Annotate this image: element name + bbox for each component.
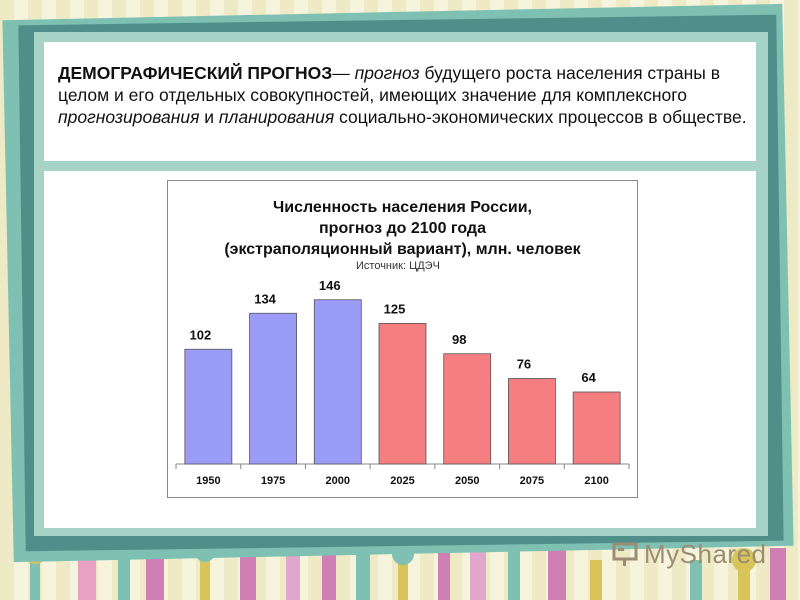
chart-source: Источник: ЦДЭЧ xyxy=(356,260,440,272)
definition-italic-3: планирования xyxy=(218,107,335,127)
bar-2025 xyxy=(378,322,427,465)
bar-1950 xyxy=(184,348,233,465)
chart-title-line-1: Численность населения России, xyxy=(273,199,532,216)
definition-dash: — xyxy=(332,63,350,83)
divider-band xyxy=(44,161,756,171)
definition-part-6: социально-экономических процессов в обще… xyxy=(334,107,747,127)
bar-2100 xyxy=(572,391,621,465)
population-chart: Численность населения России, прогноз до… xyxy=(167,180,638,498)
x-tick-label-2100: 2100 xyxy=(584,475,608,487)
bar-1975 xyxy=(249,312,297,465)
x-tick-label-2075: 2075 xyxy=(520,475,544,487)
definition-part-4: и xyxy=(199,107,219,127)
data-label-1975: 134 xyxy=(254,291,276,306)
definition-term: ДЕМОГРАФИЧЕСКИЙ ПРОГНОЗ xyxy=(58,63,333,83)
data-label-1950: 102 xyxy=(190,327,212,342)
bar-2050 xyxy=(443,353,492,465)
chart-plot: 102 1950 134 1975 146 2000 125 2025 98 2050 76 2075… xyxy=(175,278,630,487)
presentation-board-icon xyxy=(612,542,638,566)
bar-2075 xyxy=(508,378,556,465)
x-tick-label-1950: 1950 xyxy=(196,475,220,487)
definition-text: ДЕМОГРАФИЧЕСКИЙ ПРОГНОЗ— прогноз будущег… xyxy=(58,62,748,128)
definition-part-2: будущего роста населения страны в целом … xyxy=(58,63,721,105)
chart-title-line-3: (экстраполяционный вариант), млн. челове… xyxy=(224,241,581,258)
data-label-2000: 146 xyxy=(319,278,341,293)
bar-2000 xyxy=(313,299,362,465)
x-tick-label-2000: 2000 xyxy=(326,475,350,487)
data-label-2050: 98 xyxy=(452,332,466,347)
myshared-logo: MyShared xyxy=(612,538,767,570)
x-tick-label-1975: 1975 xyxy=(261,475,285,487)
data-label-2100: 64 xyxy=(581,370,596,385)
x-tick-label-2025: 2025 xyxy=(390,475,414,487)
x-tick-label-2050: 2050 xyxy=(455,475,479,487)
chart-title-line-2: прогноз до 2100 года xyxy=(319,220,486,237)
definition-italic-2: прогнозирования xyxy=(58,107,200,127)
definition-italic-1: прогноз xyxy=(354,63,420,83)
logo-text: MyShared xyxy=(644,538,767,569)
data-label-2025: 125 xyxy=(384,301,406,316)
chart-title: Численность населения России, прогноз до… xyxy=(168,197,637,260)
data-label-2075: 76 xyxy=(517,357,531,372)
